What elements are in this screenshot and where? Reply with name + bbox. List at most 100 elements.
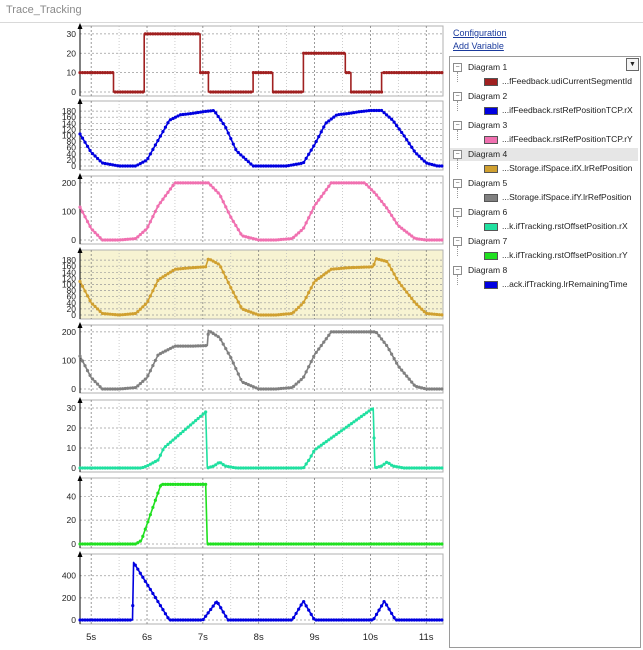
data-point	[118, 164, 122, 168]
data-point	[319, 51, 323, 55]
data-point	[259, 164, 263, 168]
data-point	[422, 71, 426, 75]
data-point	[121, 466, 125, 470]
tree-item-diagram-6[interactable]: − Diagram 6 ...k.ifTracking.rstOffsetPosit…	[450, 206, 638, 234]
data-point	[379, 108, 384, 113]
data-point	[281, 237, 286, 241]
data-point	[307, 291, 311, 295]
data-point	[382, 462, 386, 466]
tree-variable-row[interactable]: ...k.ifTracking.rstOffsetPosition.rY	[450, 248, 638, 261]
collapse-icon[interactable]: −	[453, 121, 462, 130]
chevron-down-icon[interactable]: ▼	[626, 58, 639, 71]
data-point	[80, 618, 85, 622]
configuration-link[interactable]: Configuration	[453, 28, 507, 38]
data-point	[199, 618, 203, 622]
data-point	[216, 114, 220, 119]
data-point	[133, 466, 137, 470]
data-point	[83, 140, 87, 144]
data-point	[392, 272, 396, 276]
data-point	[256, 313, 261, 317]
tree-variable-row[interactable]: ...fFeedback.udiCurrentSegmentId	[450, 74, 638, 87]
data-point	[261, 164, 266, 168]
tree-node-header[interactable]: − Diagram 8	[450, 264, 638, 277]
data-point	[249, 90, 253, 94]
tree-item-diagram-3[interactable]: − Diagram 3 ...ifFeedback.rstRefPositionTC…	[450, 119, 638, 147]
data-point	[374, 193, 379, 197]
data-point	[231, 542, 235, 546]
tree-variable-row[interactable]: ...ifFeedback.rstRefPositionTCP.rY	[450, 132, 638, 145]
collapse-icon[interactable]: −	[453, 150, 462, 159]
data-point	[229, 355, 233, 360]
data-point	[307, 152, 311, 156]
data-point	[339, 330, 343, 334]
data-point	[337, 112, 341, 117]
data-point	[402, 618, 406, 622]
tree-variable-row[interactable]: ...Storage.ifSpace.ifY.lrRefPosition	[450, 190, 638, 203]
tree-item-diagram-7[interactable]: − Diagram 7 ...k.ifTracking.rstOffsetPosit…	[450, 235, 638, 263]
data-point	[95, 156, 100, 161]
y-tick-label: 0	[71, 384, 76, 394]
tree-node-header[interactable]: − Diagram 1	[450, 61, 638, 74]
data-point	[153, 209, 157, 214]
data-point	[101, 161, 105, 165]
tree-variable-row[interactable]: ...ifFeedback.rstRefPositionTCP.rX	[450, 103, 638, 116]
diagram-tree[interactable]: ▼ − Diagram 1 ...fFeedback.udiCurrentSegme…	[449, 56, 641, 648]
data-point	[329, 330, 333, 334]
data-point	[402, 542, 406, 546]
collapse-icon[interactable]: −	[453, 237, 462, 246]
data-point	[372, 90, 376, 94]
data-point	[362, 181, 366, 185]
tree-item-diagram-8[interactable]: − Diagram 8 ...ack.ifTracking.lrRemainingT…	[450, 264, 638, 292]
add-variable-link[interactable]: Add Variable	[453, 41, 504, 51]
data-point	[292, 235, 296, 239]
data-point	[357, 181, 361, 185]
data-point	[266, 466, 271, 470]
data-point	[126, 618, 130, 622]
data-point	[334, 267, 338, 271]
data-point	[83, 364, 87, 368]
data-point	[133, 237, 137, 241]
data-point	[357, 416, 361, 420]
tree-variable-row[interactable]: ...k.ifTracking.rstOffsetPosition.rX	[450, 219, 638, 232]
data-point	[324, 337, 328, 341]
data-point	[141, 465, 145, 470]
data-point	[239, 153, 243, 157]
collapse-icon[interactable]: −	[453, 179, 462, 188]
data-point	[420, 542, 424, 546]
collapse-icon[interactable]: −	[453, 63, 462, 72]
tree-node-header[interactable]: − Diagram 2	[450, 90, 638, 103]
data-point	[359, 90, 364, 94]
collapse-icon[interactable]: −	[453, 92, 462, 101]
tree-node-header[interactable]: − Diagram 6	[450, 206, 638, 219]
data-point	[395, 465, 399, 469]
trace-plot-area[interactable]: 0102030020406080100120140160180010020002…	[0, 0, 449, 650]
y-tick-label: 0	[71, 463, 76, 473]
collapse-icon[interactable]: −	[453, 208, 462, 217]
collapse-icon[interactable]: −	[453, 266, 462, 275]
tree-item-diagram-5[interactable]: − Diagram 5 ...Storage.ifSpace.ifY.lrRefPo…	[450, 177, 638, 205]
data-point	[402, 134, 406, 138]
tree-item-diagram-2[interactable]: − Diagram 2 ...ifFeedback.rstRefPositionTC…	[450, 90, 638, 118]
tree-variable-row[interactable]: ...ack.ifTracking.lrRemainingTime	[450, 277, 638, 290]
tree-node-header[interactable]: − Diagram 5	[450, 177, 638, 190]
data-point	[88, 618, 92, 622]
data-point	[299, 161, 303, 165]
data-point	[367, 618, 371, 622]
data-point	[158, 276, 163, 281]
data-point	[231, 219, 235, 223]
tree-node-header[interactable]: − Diagram 7	[450, 235, 638, 248]
tree-variable-row[interactable]: ...Storage.ifSpace.ifX.lrRefPosition	[450, 161, 638, 174]
y-tick-label: 100	[62, 131, 76, 141]
tree-item-diagram-1[interactable]: − Diagram 1 ...fFeedback.udiCurrentSegment…	[450, 61, 638, 89]
tree-node-header[interactable]: − Diagram 3	[450, 119, 638, 132]
data-point	[392, 217, 396, 221]
data-point	[309, 51, 313, 55]
data-point	[349, 330, 354, 334]
data-point	[93, 230, 97, 235]
data-point	[246, 382, 250, 387]
data-point	[219, 118, 223, 122]
data-point	[156, 599, 160, 604]
tree-item-diagram-4[interactable]: − Diagram 4 ...Storage.ifSpace.ifX.lrRefPo…	[450, 148, 638, 176]
tree-node-header[interactable]: − Diagram 4	[450, 148, 638, 161]
data-point	[88, 299, 92, 303]
